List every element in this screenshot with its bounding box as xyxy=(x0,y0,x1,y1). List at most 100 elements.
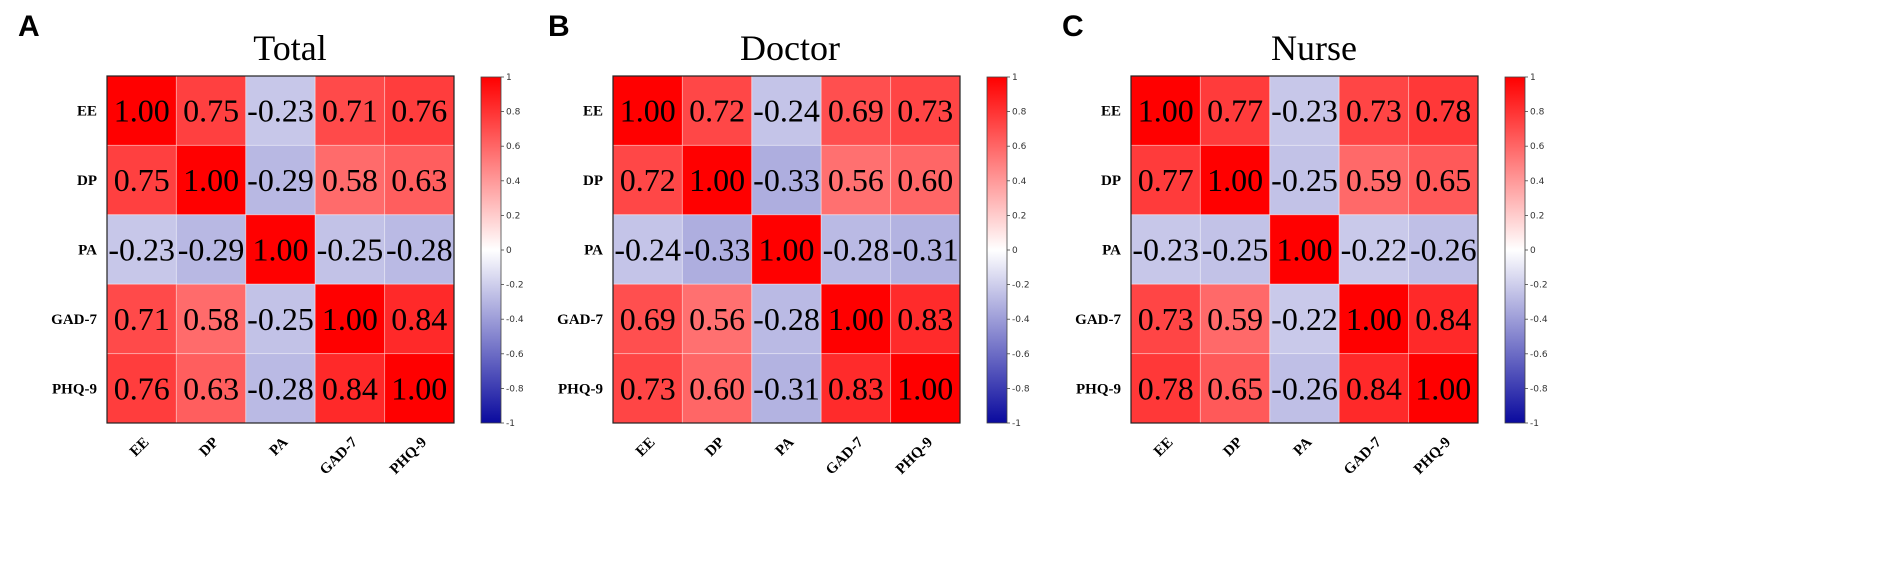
cell-value-label: -0.25 xyxy=(317,232,384,268)
cell-value-label: -0.22 xyxy=(1341,232,1408,268)
row-label: PHQ-9 xyxy=(52,381,97,397)
heatmap-cell xyxy=(681,353,753,424)
colorbar-tick-label: -0.8 xyxy=(506,384,524,394)
colorbar-tick-label: 0.6 xyxy=(1012,142,1027,152)
cell-value-label: 0.71 xyxy=(322,93,378,129)
heatmap-cell xyxy=(1269,144,1340,216)
cell-value-label: 0.59 xyxy=(1207,301,1263,337)
colorbar-tick-label: 0.2 xyxy=(1530,211,1544,221)
heatmap-cell xyxy=(384,283,455,355)
cell-value-label: 0.78 xyxy=(1138,370,1194,406)
heatmap-cell xyxy=(1408,353,1479,424)
cell-value-label: 1.00 xyxy=(689,162,745,198)
column-label: PA xyxy=(1291,434,1316,459)
heatmap-cell xyxy=(1269,214,1340,285)
cell-value-label: -0.31 xyxy=(753,370,820,406)
cell-value-label: -0.28 xyxy=(247,370,314,406)
cell-value-label: 0.73 xyxy=(620,370,676,406)
colorbar-tick-label: 1 xyxy=(506,73,512,83)
column-label: DP xyxy=(702,435,727,460)
heatmap-cell xyxy=(1338,75,1410,146)
heatmap-cell xyxy=(314,283,386,355)
row-label: GAD-7 xyxy=(557,312,603,328)
cell-value-label: 1.00 xyxy=(1415,370,1471,406)
row-label: PA xyxy=(78,243,97,259)
heatmap-cell xyxy=(314,214,386,285)
heatmap-frame xyxy=(106,75,455,424)
colorbar-tick-label: 0 xyxy=(506,246,512,256)
cell-value-label: 1.00 xyxy=(620,93,676,129)
colorbar xyxy=(1504,76,1526,424)
colorbar-tick-label: 0.6 xyxy=(506,142,521,152)
colorbar xyxy=(480,76,502,424)
column-label: PHQ-9 xyxy=(387,435,430,478)
cell-value-label: 0.73 xyxy=(1346,93,1402,129)
colorbar-tick-label: 0.8 xyxy=(1530,108,1545,118)
cell-value-label: -0.31 xyxy=(892,232,959,268)
heatmap-cell xyxy=(384,144,455,216)
cell-value-label: 1.00 xyxy=(322,301,378,337)
heatmap-cell xyxy=(1130,144,1201,216)
colorbar-tick-label: 0.6 xyxy=(1530,142,1545,152)
cell-value-label: 0.73 xyxy=(1138,301,1194,337)
heatmap-cell xyxy=(1199,283,1271,355)
cell-value-label: 0.69 xyxy=(620,301,676,337)
colorbar xyxy=(986,76,1008,424)
heatmap-cell xyxy=(245,283,316,355)
row-label: GAD-7 xyxy=(51,312,97,328)
cell-value-label: 1.00 xyxy=(828,301,884,337)
heatmap-cell xyxy=(612,75,683,146)
cell-value-label: 1.00 xyxy=(391,370,447,406)
heatmap-cell xyxy=(175,353,247,424)
colorbar-tick-label: -0.2 xyxy=(1012,281,1030,291)
cell-value-label: -0.29 xyxy=(247,162,314,198)
cell-value-label: -0.25 xyxy=(247,301,314,337)
colorbar-tick-label: 0.4 xyxy=(1012,177,1027,187)
panel-title: Total xyxy=(253,28,326,68)
colorbar-tick-label: -1 xyxy=(1012,419,1021,429)
cell-value-label: 0.72 xyxy=(620,162,676,198)
colorbar-tick-label: -0.6 xyxy=(506,350,524,360)
cell-value-label: 0.73 xyxy=(897,93,953,129)
heatmap-cell xyxy=(751,144,822,216)
heatmap-cell xyxy=(612,144,683,216)
cell-value-label: 0.58 xyxy=(322,162,378,198)
colorbar-tick-label: -0.6 xyxy=(1012,350,1030,360)
heatmap-cell xyxy=(106,353,177,424)
heatmap-cell xyxy=(106,144,177,216)
panel-letter: B xyxy=(548,10,570,43)
cell-value-label: -0.23 xyxy=(108,232,175,268)
cell-value-label: 0.56 xyxy=(828,162,884,198)
row-label: PHQ-9 xyxy=(1076,381,1121,397)
heatmap-frame xyxy=(1130,75,1479,424)
colorbar-tick-label: 0.4 xyxy=(506,177,521,187)
heatmap-cell xyxy=(1338,214,1410,285)
heatmap-cell xyxy=(175,144,247,216)
colorbar-tick-label: -0.8 xyxy=(1012,384,1030,394)
cell-value-label: 0.71 xyxy=(114,301,170,337)
cell-value-label: -0.28 xyxy=(823,232,890,268)
heatmap-cell xyxy=(384,353,455,424)
cell-value-label: 0.56 xyxy=(689,301,745,337)
cell-value-label: 1.00 xyxy=(253,232,309,268)
column-label: GAD-7 xyxy=(317,434,361,478)
cell-value-label: 0.58 xyxy=(183,301,239,337)
cell-value-label: 0.75 xyxy=(114,162,170,198)
colorbar-tick-label: 0.8 xyxy=(1012,108,1027,118)
cell-value-label: 0.84 xyxy=(391,301,447,337)
panel-title: Nurse xyxy=(1271,28,1357,68)
cell-value-label: 0.76 xyxy=(114,370,170,406)
heatmap-cell xyxy=(1338,353,1410,424)
heatmap-cell xyxy=(1130,75,1201,146)
heatmap-cell xyxy=(751,353,822,424)
colorbar-tick-label: -0.4 xyxy=(1012,315,1030,325)
heatmap-cell xyxy=(314,144,386,216)
cell-value-label: 0.65 xyxy=(1415,162,1471,198)
colorbar-tick-label: -0.8 xyxy=(1530,384,1548,394)
heatmap-cell xyxy=(612,353,683,424)
heatmap-cell xyxy=(681,214,753,285)
row-label: EE xyxy=(583,104,603,120)
